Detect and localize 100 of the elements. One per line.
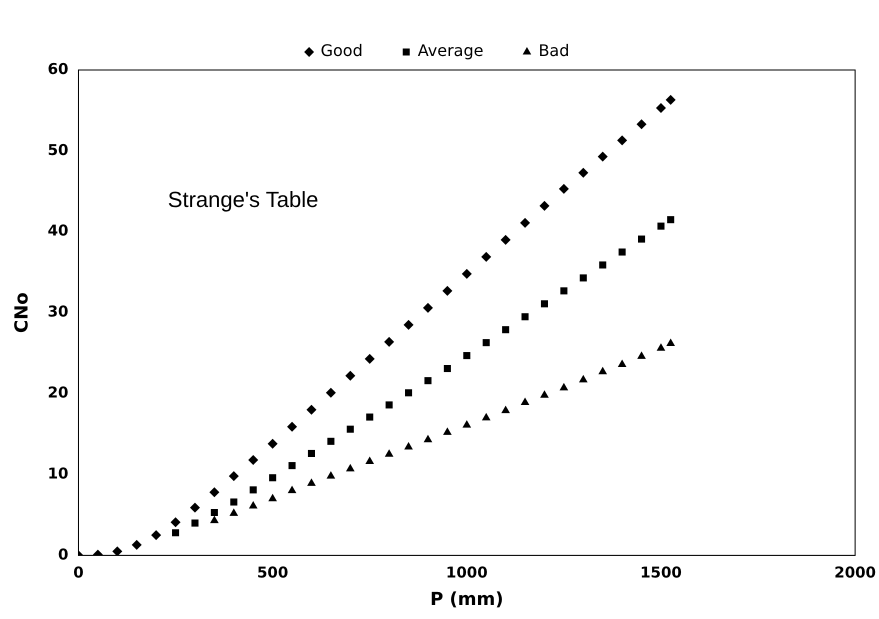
legend-label: Good: [320, 41, 363, 60]
point: [502, 326, 510, 334]
point: [578, 374, 588, 382]
point: [327, 438, 334, 445]
point: [522, 313, 529, 320]
x-tick-label: 1500: [640, 563, 682, 582]
point: [560, 287, 568, 294]
point: [482, 412, 491, 420]
point: [190, 502, 200, 513]
point: [657, 222, 664, 230]
point: [405, 389, 412, 396]
point: [365, 456, 374, 464]
y-tick-label: 10: [48, 464, 68, 482]
annotation: Strange's Table: [168, 187, 318, 212]
point: [288, 462, 296, 470]
y-tick-label: 20: [48, 383, 68, 402]
point: [132, 540, 142, 550]
point: [501, 406, 510, 414]
point: [540, 300, 548, 308]
point: [326, 471, 336, 479]
point: [345, 370, 356, 381]
point: [617, 135, 628, 146]
point: [307, 478, 316, 486]
point: [580, 274, 587, 282]
point: [268, 494, 277, 502]
point: [228, 471, 239, 482]
point: [560, 382, 568, 390]
point: [404, 442, 413, 450]
point: [462, 420, 472, 428]
point: [172, 529, 180, 536]
legend-label: Average: [418, 41, 484, 60]
point: [209, 487, 220, 498]
point: [112, 546, 122, 556]
point: [366, 414, 374, 421]
point: [424, 434, 432, 442]
point: [578, 168, 588, 178]
point: [598, 366, 608, 374]
x-axis-title: P (mm): [430, 588, 504, 610]
point: [210, 508, 218, 516]
point: [326, 388, 336, 398]
point: [384, 449, 394, 457]
y-tick-label: 50: [48, 140, 68, 159]
point: [599, 261, 606, 269]
point: [346, 426, 354, 433]
point: [481, 252, 492, 262]
point: [404, 320, 414, 330]
point: [539, 200, 550, 211]
point: [443, 427, 452, 435]
y-tick-label: 40: [48, 222, 68, 240]
x-tick-label: 0: [73, 563, 84, 582]
point: [250, 486, 257, 494]
point: [520, 218, 530, 228]
point: [666, 338, 675, 346]
y-tick-label: 0: [58, 545, 68, 564]
point: [268, 438, 278, 449]
point: [520, 398, 530, 405]
point: [269, 474, 276, 482]
point: [364, 354, 375, 364]
point: [463, 352, 470, 360]
point: [618, 359, 626, 367]
point: [306, 404, 316, 415]
point: [666, 94, 676, 105]
point: [424, 377, 432, 384]
point: [442, 286, 452, 296]
y-tick-label: 60: [48, 60, 68, 78]
point: [230, 498, 238, 506]
point: [346, 464, 355, 472]
point: [308, 450, 316, 457]
legend-label: Bad: [538, 41, 570, 60]
point: [656, 343, 666, 351]
point: [462, 268, 472, 279]
x-tick-label: 1000: [446, 563, 488, 582]
point: [637, 351, 646, 359]
point: [386, 401, 393, 408]
point: [500, 234, 511, 245]
point: [638, 236, 646, 243]
point: [667, 216, 674, 224]
point: [229, 508, 238, 516]
point: [210, 516, 219, 524]
point: [618, 248, 626, 256]
point: [248, 454, 258, 465]
point: [170, 517, 181, 528]
point: [444, 364, 451, 372]
point: [151, 530, 162, 540]
point: [191, 520, 199, 527]
x-tick-label: 500: [256, 563, 288, 582]
y-tick-label: 30: [48, 302, 68, 321]
point: [540, 390, 549, 398]
point: [636, 119, 647, 130]
point: [558, 184, 569, 194]
x-tick-label: 2000: [834, 563, 876, 582]
point: [422, 302, 433, 313]
point: [482, 339, 490, 346]
point: [598, 152, 608, 162]
point: [248, 501, 258, 509]
point: [384, 336, 394, 347]
point: [656, 103, 666, 114]
point: [288, 486, 296, 494]
point: [287, 422, 298, 432]
y-axis-title: CNo: [11, 292, 32, 334]
